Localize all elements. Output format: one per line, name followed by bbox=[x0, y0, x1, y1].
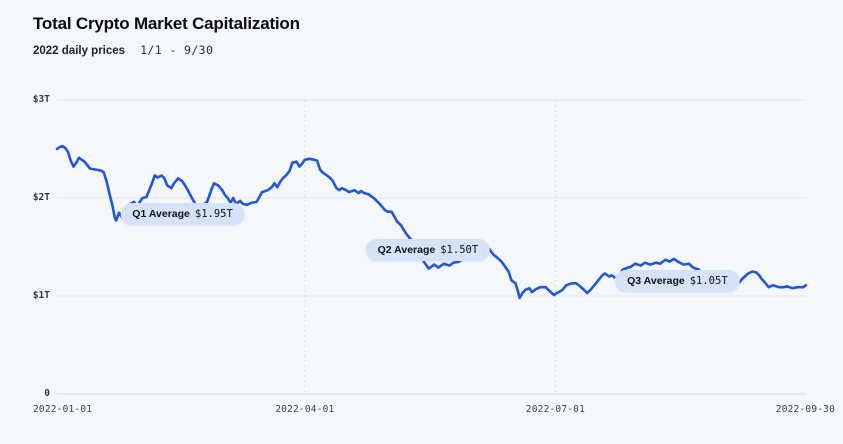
y-tick-label: $2T bbox=[32, 191, 50, 203]
annotation-badge-q3: Q3 Average $1.05T bbox=[615, 270, 740, 293]
market-cap-line bbox=[55, 144, 808, 300]
badge-value: $1.95T bbox=[194, 207, 233, 220]
annotation-badge-q2: Q2 Average $1.50T bbox=[365, 238, 491, 261]
page-title: Total Crypto Market Capitalization bbox=[33, 14, 300, 33]
badge-label: Q3 Average bbox=[627, 275, 685, 288]
x-tick-label: 2022-07-01 bbox=[525, 404, 586, 415]
x-tick-label: 2022-09-30 bbox=[775, 404, 835, 415]
subtitle-date-range: 1/1 - 9/30 bbox=[140, 43, 214, 57]
subtitle-label: 2022 daily prices bbox=[33, 45, 126, 57]
annotation-badge-q1: Q1 Average $1.95T bbox=[120, 202, 245, 225]
badge-value: $1.50T bbox=[440, 243, 479, 256]
y-tick-label: $3T bbox=[32, 93, 50, 105]
x-tick-label: 2022-04-01 bbox=[275, 404, 335, 415]
y-tick-label: 0 bbox=[44, 387, 50, 399]
badge-value: $1.05T bbox=[689, 275, 728, 288]
y-tick-label: $1T bbox=[32, 289, 50, 301]
subtitle: 2022 daily prices 1/1 - 9/30 bbox=[33, 43, 213, 57]
x-tick-label: 2022-01-01 bbox=[33, 404, 93, 415]
badge-label: Q1 Average bbox=[132, 207, 190, 220]
badge-label: Q2 Average bbox=[377, 243, 436, 256]
